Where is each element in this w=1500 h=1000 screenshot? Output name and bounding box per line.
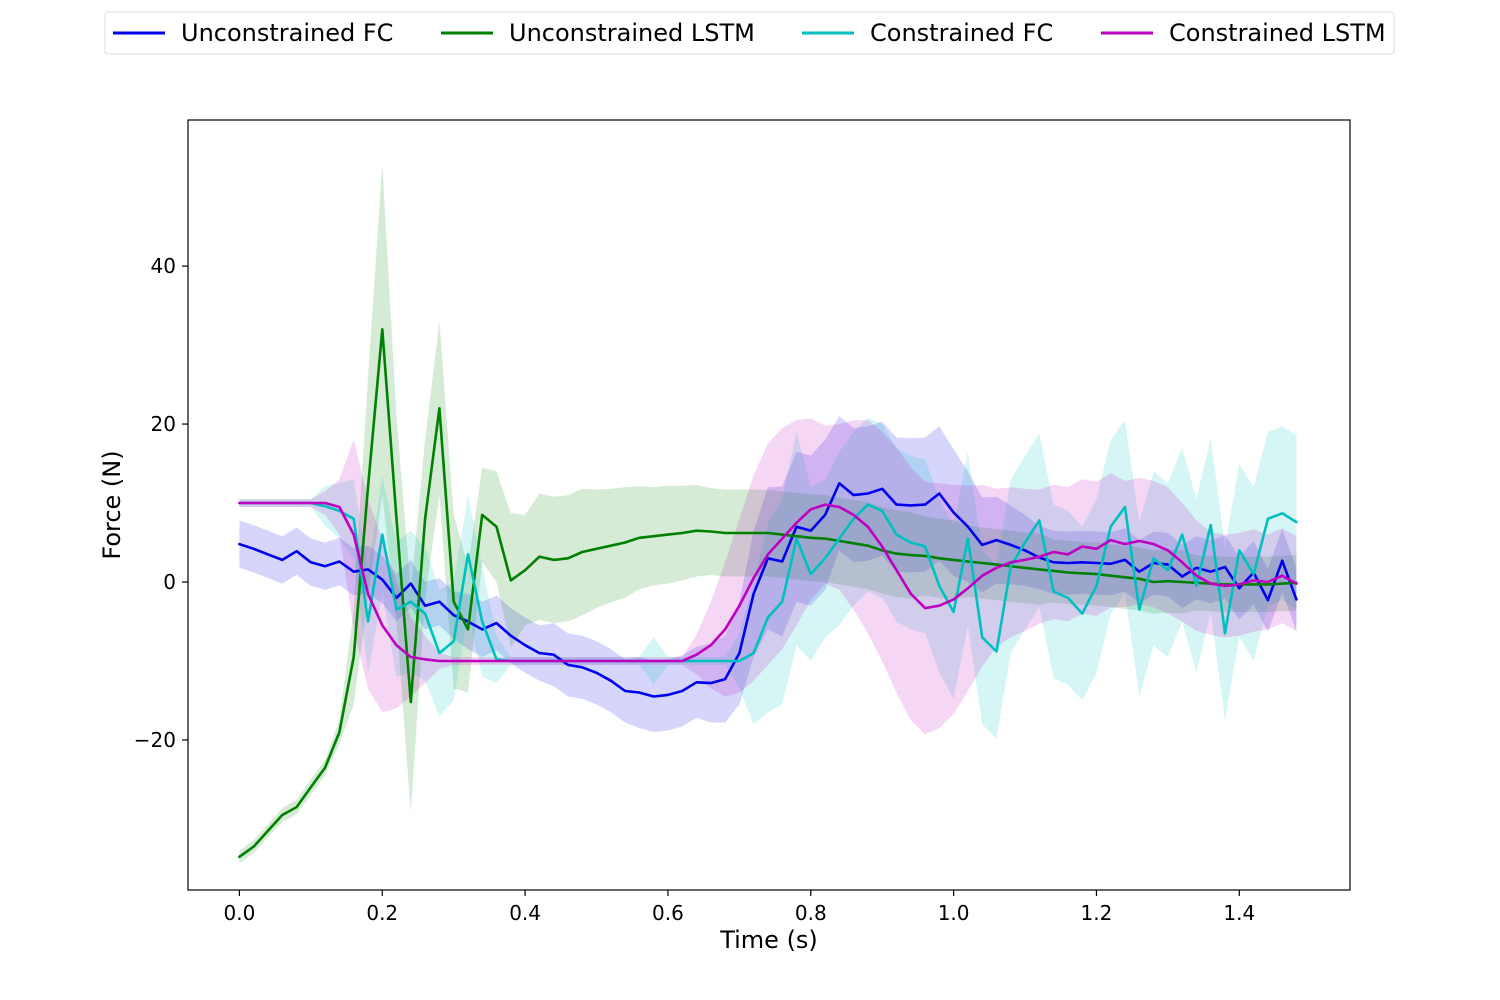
x-axis-label: Time (s): [719, 926, 818, 954]
x-tick-label: 1.0: [938, 901, 970, 925]
constrained-fc-band: [239, 417, 1297, 739]
series-lines: [238, 327, 1298, 859]
legend-box: [104, 11, 1395, 55]
constrained-fc-legend-label: Constrained FC: [870, 19, 1053, 47]
y-tick-label: 40: [151, 254, 176, 278]
y-tick-label: 20: [151, 412, 176, 436]
x-tick-label: 0.8: [795, 901, 827, 925]
unconstrained-lstm-legend-label: Unconstrained LSTM: [509, 19, 755, 47]
constrained-fc-line: [238, 501, 1298, 663]
x-tick-label: 1.4: [1223, 901, 1255, 925]
x-tick-label: 0.6: [652, 901, 684, 925]
x-axis-ticks: 0.0 0.2 0.4 0.6 0.8 1.0 1.2 1.4: [224, 890, 1255, 925]
constrained-lstm-line: [238, 501, 1298, 663]
legend-items: Unconstrained FC Unconstrained LSTM Constr…: [113, 19, 1386, 47]
y-tick-label: −20: [134, 728, 176, 752]
y-axis-label: Force (N): [98, 450, 126, 559]
unconstrained-lstm-band: [239, 163, 1297, 864]
x-tick-label: 1.2: [1081, 901, 1113, 925]
x-tick-label: 0.4: [509, 901, 541, 925]
unconstrained-fc-band: [239, 416, 1297, 733]
unconstrained-fc-legend-label: Unconstrained FC: [181, 19, 393, 47]
y-tick-label: 0: [163, 570, 176, 594]
unconstrained-lstm-line: [238, 327, 1298, 859]
constrained-lstm-band: [239, 418, 1297, 735]
constrained-lstm-legend-label: Constrained LSTM: [1169, 19, 1386, 47]
y-axis-ticks: −20 0 20 40: [134, 254, 188, 752]
plot-frame: [187, 119, 1351, 891]
uncertainty-bands: [239, 163, 1297, 864]
unconstrained-fc-line: [238, 481, 1298, 698]
x-tick-label: 0.0: [224, 901, 256, 925]
legend: Unconstrained FC Unconstrained LSTM Constr…: [104, 11, 1395, 55]
x-tick-label: 0.2: [366, 901, 398, 925]
